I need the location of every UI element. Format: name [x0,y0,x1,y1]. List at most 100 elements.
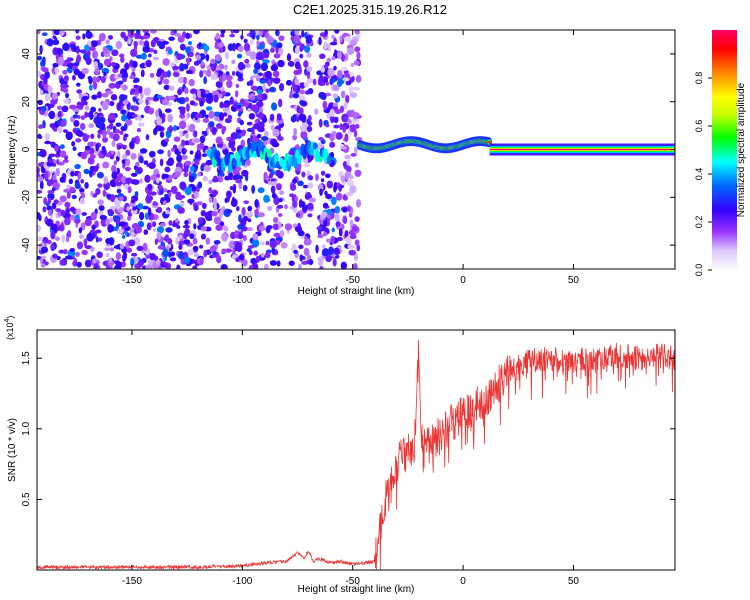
spectrogram-cell [84,259,92,268]
spectrogram-cell [487,140,492,144]
spectrogram-cell [138,98,144,104]
spectrogram-cell [275,169,282,177]
spectrogram-cell [161,40,169,45]
spectrogram-cell [278,197,283,203]
spectrogram-cell [161,98,169,106]
spectrogram-cell [208,196,213,203]
spectrogram-cell [140,69,145,78]
spectrogram-cell [211,90,220,97]
spectrogram-cell [50,98,58,105]
spectrogram-cell [130,105,135,111]
spectrogram-cell [71,140,76,147]
spectrogram-cell [133,77,140,83]
spectrogram-cell [354,46,361,53]
spectrogram-cell [242,234,247,242]
spectrogram-cell [148,107,155,115]
spectrogram-cell [271,192,277,199]
spectrogram-cell [273,53,281,59]
spectrogram-cell [306,125,313,133]
spectrogram-cell [273,232,281,238]
spectrogram-cell [72,74,76,81]
spectrogram-cell [173,124,177,132]
spectrogram-cell [324,190,328,196]
spectrogram-cell [84,44,90,52]
spectrogram-cell [192,245,199,251]
spectrogram-cell [146,222,152,231]
spectrogram-cell [247,244,255,249]
spectrogram-cell [248,264,254,269]
spectrogram-cell [224,248,233,253]
spectrogram-cell [102,189,106,198]
spectrogram-cell [299,53,304,59]
spectrogram-cell [46,179,53,187]
spectrogram-cell [231,70,236,76]
spectrogram-cell [64,217,71,226]
spectrogram-cell [171,222,179,228]
spectrogram-cell [248,79,254,87]
spectrogram-cell [343,193,347,200]
spectrogram-cell [308,197,317,203]
spectrogram-cell [212,175,218,182]
spectrogram-cell [203,45,210,52]
spectrogram-cell [143,229,149,236]
spectrogram-cell [333,124,340,129]
spectrogram-cell [71,194,77,200]
spectrogram-cell [52,253,58,259]
spectrogram-cell [246,121,253,126]
spectrogram-cell [305,35,312,44]
spectrogram-cell [199,135,206,144]
spectrogram-cell [225,51,229,60]
spectrogram-cell [333,247,340,256]
spectrogram-cell [63,212,72,220]
spectrogram-cell [108,217,114,223]
spectrogram-cell [175,217,179,224]
spectrogram-cell [318,118,323,128]
spectrogram-cell [329,133,335,142]
spectrogram-cell [218,63,225,70]
spectrogram-cell [179,43,186,51]
spectrogram-cell [318,260,323,266]
spectrogram-cell [168,125,173,134]
spectrogram-cell [90,133,95,139]
spectrogram-cell [257,187,265,194]
spectrogram-cell [329,41,338,46]
spectrogram-cell [140,92,144,100]
spectrogram-cell [270,124,275,131]
spectrogram-cell [269,172,274,179]
spectrogram-cell [181,154,188,160]
spectrogram-cell [40,263,46,268]
spectrogram-cell [70,170,75,177]
spectrogram-cell [294,30,300,36]
spectrogram-cell [290,183,297,191]
spectrogram-cell [115,181,122,187]
spectrogram-cell [235,257,240,263]
spectrogram-cell [44,140,52,145]
spectrogram-cell [266,149,272,158]
spectrogram-cell [353,252,359,262]
spectrogram-cell [48,110,56,120]
spectrogram-cell [233,174,241,180]
spectrogram-cell [49,123,56,129]
spectrogram-cell [105,39,110,45]
spectrogram-cell [139,148,148,154]
spectrogram-cell [189,165,195,172]
spectrogram-cell [142,242,148,252]
spectrogram-cell [193,190,199,199]
spectrogram-cell [216,255,222,264]
spectrogram-cell [227,114,233,121]
spectrogram-cell [61,234,66,243]
spectrogram-cell [208,179,213,185]
spectrogram-cell [329,141,336,148]
spectrogram-cell [334,30,340,34]
spectrogram-cell [285,79,293,86]
spectrogram-cell [65,92,70,99]
spectrogram-cell [340,146,347,150]
spectrogram-cell [306,52,312,58]
spectrogram-cell [218,210,223,219]
spectrogram-cell [306,191,311,197]
spectrogram-cell [193,223,197,230]
spectrogram-cell [156,68,162,77]
spectrogram-cell [217,41,224,48]
spectrogram-cell [323,64,329,69]
spectrogram-cell [215,136,223,145]
